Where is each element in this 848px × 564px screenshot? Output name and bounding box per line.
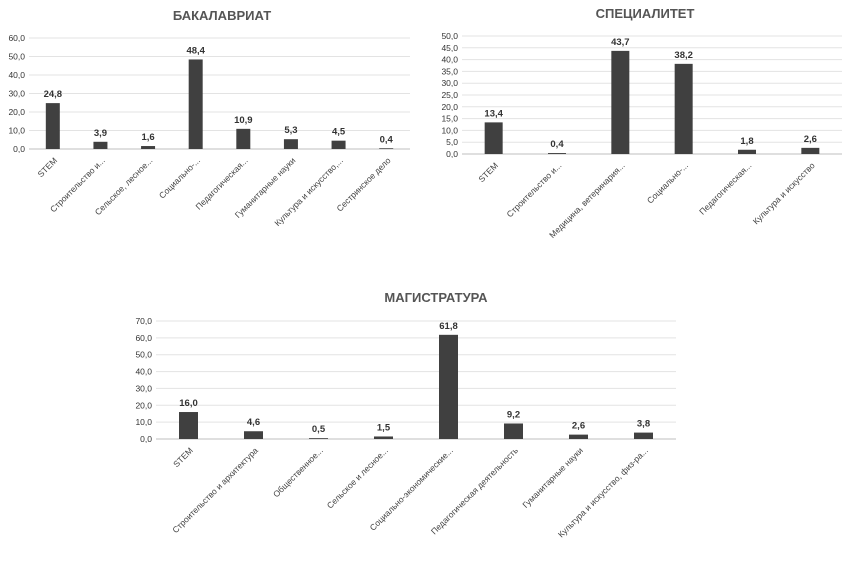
category-label: Педагогическая... <box>697 160 753 216</box>
category-label: Медицина, ветеринария... <box>547 160 627 240</box>
specialist-chart-title: СПЕЦИАЛИТЕТ <box>596 6 695 21</box>
category-label: Социально-... <box>157 155 202 200</box>
category-label: Сельское и лесное... <box>325 445 390 510</box>
data-label: 0,4 <box>550 139 564 150</box>
category-label: Культура и искусство <box>751 160 817 226</box>
bar <box>379 148 394 149</box>
data-label: 5,3 <box>284 125 297 136</box>
bar <box>45 103 60 149</box>
y-tick-label: 50,0 <box>135 350 152 360</box>
y-tick-label: 60,0 <box>8 33 25 43</box>
y-tick-label: 30,0 <box>8 89 25 99</box>
bar <box>439 334 458 439</box>
bar <box>484 122 503 154</box>
bar <box>141 146 156 149</box>
y-tick-label: 0,0 <box>140 434 152 444</box>
bachelor-chart: БАКАЛАВРИАТ 0,0 10,0 20,0 30,0 40,0 50,0 60,0 24… <box>8 8 410 228</box>
y-tick-label: 40,0 <box>135 367 152 377</box>
bar <box>548 153 566 154</box>
y-tick-label: 15,0 <box>441 114 458 124</box>
data-label: 0,5 <box>312 424 326 435</box>
bachelor-chart-title: БАКАЛАВРИАТ <box>173 8 271 23</box>
y-tick-label: 20,0 <box>441 102 458 112</box>
data-label: 0,4 <box>380 134 394 145</box>
data-label: 3,9 <box>94 128 107 139</box>
bar <box>611 50 630 155</box>
data-label: 38,2 <box>674 50 693 61</box>
data-label: 48,4 <box>186 45 205 56</box>
bar <box>331 140 346 149</box>
y-tick-label: 30,0 <box>441 78 458 88</box>
y-tick-label: 5,0 <box>446 137 458 147</box>
bar <box>504 423 523 439</box>
bar <box>179 412 198 439</box>
bar <box>188 59 203 149</box>
y-tick-label: 40,0 <box>8 70 25 80</box>
y-tick-label: 25,0 <box>441 90 458 100</box>
bar <box>569 434 588 439</box>
category-label: Гуманитарные науки <box>520 445 585 510</box>
master-chart-title: МАГИСТРАТУРА <box>384 290 488 305</box>
bar <box>244 431 263 439</box>
bar <box>801 147 820 154</box>
y-tick-label: 0,0 <box>13 144 25 154</box>
y-tick-label: 20,0 <box>8 107 25 117</box>
y-tick-label: 10,0 <box>135 417 152 427</box>
data-label: 2,6 <box>804 134 817 145</box>
data-label: 10,9 <box>234 115 253 126</box>
y-tick-label: 20,0 <box>135 400 152 410</box>
bar <box>634 432 653 439</box>
bar <box>283 139 298 149</box>
category-label: STEM <box>171 445 195 469</box>
data-label: 43,7 <box>611 37 630 48</box>
category-label: STEM <box>35 155 59 179</box>
bar <box>738 149 756 154</box>
bar <box>309 438 328 439</box>
y-tick-label: 10,0 <box>441 125 458 135</box>
data-label: 2,6 <box>572 421 585 432</box>
bar <box>93 141 108 149</box>
y-tick-label: 30,0 <box>135 383 152 393</box>
y-tick-label: 35,0 <box>441 66 458 76</box>
category-label: Общественное... <box>271 445 325 499</box>
data-label: 1,6 <box>141 132 154 143</box>
bar <box>674 63 693 154</box>
y-tick-label: 50,0 <box>8 52 25 62</box>
y-tick-label: 60,0 <box>135 333 152 343</box>
specialist-chart: СПЕЦИАЛИТЕТ 0,0 5,0 10,015,0 20,0 25,0 30,0 35,… <box>441 6 842 240</box>
data-label: 61,8 <box>439 321 458 332</box>
y-tick-label: 0,0 <box>446 149 458 159</box>
data-label: 4,6 <box>247 417 260 428</box>
bar <box>236 128 251 149</box>
y-tick-label: 50,0 <box>441 31 458 41</box>
category-label: Строительство и... <box>504 160 563 219</box>
data-label: 1,5 <box>377 422 391 433</box>
data-label: 24,8 <box>44 89 63 100</box>
category-label: Социально-... <box>645 160 690 205</box>
y-tick-label: 45,0 <box>441 43 458 53</box>
y-tick-label: 10,0 <box>8 126 25 136</box>
master-chart: МАГИСТРАТУРА 0,0 10,0 20,0 30,0 40,0 50,0 60,0 7… <box>135 290 676 539</box>
data-label: 16,0 <box>179 398 198 409</box>
data-label: 3,8 <box>637 419 650 430</box>
category-label: STEM <box>476 160 500 184</box>
data-label: 9,2 <box>507 409 520 420</box>
y-tick-label: 40,0 <box>441 55 458 65</box>
y-tick-label: 70,0 <box>135 316 152 326</box>
data-label: 1,8 <box>740 136 753 147</box>
data-label: 13,4 <box>484 108 503 119</box>
bar <box>374 436 393 439</box>
data-label: 4,5 <box>332 127 346 138</box>
